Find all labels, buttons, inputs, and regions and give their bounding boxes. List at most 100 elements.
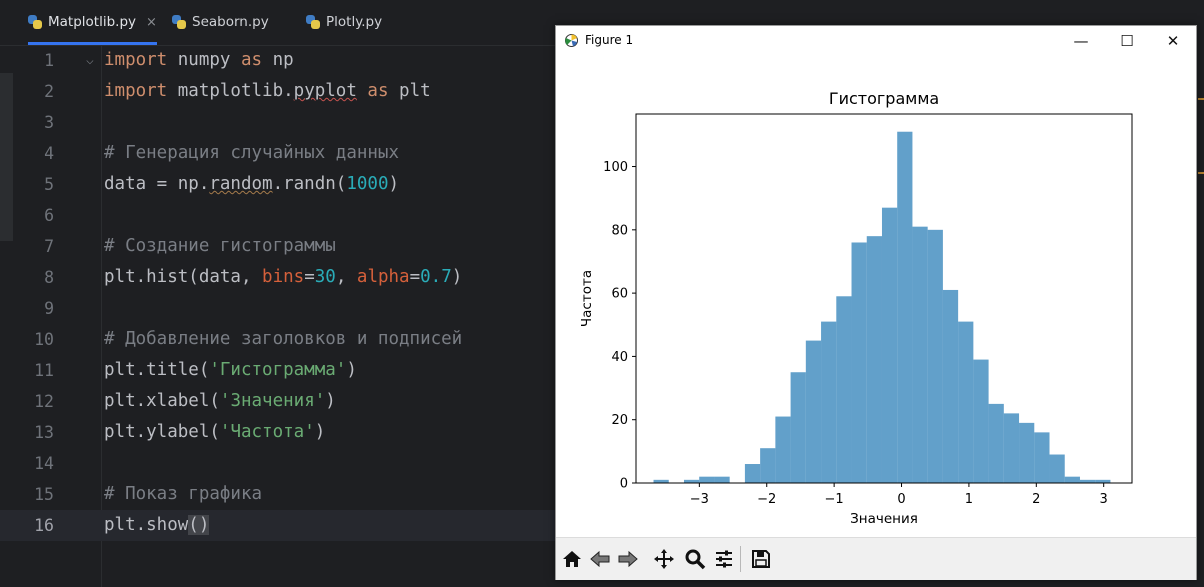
code-line[interactable]: 7 # Создание гистограммы [0,231,1204,262]
code-token: 'Гистограмма' [209,360,347,380]
code-token: # Показ графика [104,484,263,504]
line-number: 15 [34,485,54,504]
code-token: .randn( [272,174,347,194]
tab-plotly[interactable]: Plotly.py [306,0,382,44]
code-line[interactable]: 8 plt.hist(data, bins=30, alpha=0.7) [0,262,1204,293]
code-token: # Добавление заголовков и подписей [104,329,463,349]
y-tick-label: 20 [611,413,628,428]
histogram-bar [760,448,776,483]
code-line[interactable]: 10 # Добавление заголовков и подписей [0,324,1204,355]
line-number: 1 [44,51,54,70]
home-icon [563,551,581,567]
code-line[interactable]: 13 plt.ylabel('Частота') [0,417,1204,448]
code-token: random [209,174,273,194]
code-line[interactable]: 4 # Генерация случайных данных [0,138,1204,169]
histogram-bar [744,464,761,483]
tab-matplotlib[interactable]: Matplotlib.py × [28,0,157,45]
code-token: plt.show [104,515,189,535]
code-token [357,81,368,101]
y-tick-label: 80 [611,223,628,238]
maximize-button[interactable]: ☐ [1120,31,1134,50]
figure-titlebar[interactable]: Figure 1 — ☐ ✕ [556,26,1196,55]
line-number: 7 [44,237,54,256]
forward-button[interactable] [615,546,641,572]
code-token: bins [262,267,305,287]
code-token: ) [388,174,400,194]
line-number: 16 [34,516,54,535]
code-line[interactable]: 12 plt.xlabel('Значения') [0,386,1204,417]
histogram-bar [988,403,1004,483]
histogram-bar [1064,476,1080,483]
code-token: np [262,50,294,70]
code-token: 1000 [346,174,389,194]
histogram-bar [973,359,989,483]
code-text: import matplotlib.pyplot as plt [104,76,431,107]
plot-canvas[interactable]: −3 −2 −1 0 1 2 3 0 20 40 60 80 100 Гистограмма Знач… [556,55,1196,535]
code-token: ) [346,360,357,380]
histogram-bar [1049,454,1065,483]
toolbar-separator [740,546,741,572]
python-file-icon [28,15,42,29]
code-line[interactable]: 1 ⌵ import numpy as np [0,45,1204,76]
code-token: numpy [167,50,241,70]
y-tick-label: 0 [620,477,628,492]
line-number: 2 [44,82,54,101]
code-token: ) [325,391,336,411]
code-line[interactable]: 2 import matplotlib.pyplot as plt [0,76,1204,107]
tab-seaborn[interactable]: Seaborn.py [172,0,269,44]
y-tick-label: 60 [611,287,628,302]
code-line[interactable]: 14 [0,448,1204,479]
code-token: 'Частота' [219,422,315,442]
figure-title: Figure 1 [585,33,634,47]
editor-scrollbar[interactable] [1196,45,1204,587]
code-line[interactable]: 5 data = np.random.randn(1000) [0,169,1204,200]
code-line[interactable]: 11 plt.title('Гистограмма') [0,355,1204,386]
histogram-bar [1003,413,1020,483]
pan-button[interactable] [651,546,677,572]
warning-marker[interactable] [1198,98,1204,100]
configure-subplots-button[interactable] [711,546,737,572]
line-number: 8 [44,268,54,287]
x-tick-label: 0 [897,492,905,507]
axes-frame [635,113,1133,484]
close-window-button[interactable]: ✕ [1166,31,1180,50]
code-token: , [335,267,357,287]
histogram-chart: −3 −2 −1 0 1 2 3 0 20 40 60 80 100 Гистограмма Знач… [579,89,1133,527]
code-token: () [188,515,210,535]
fold-chevron-icon[interactable]: ⌵ [86,53,94,68]
gutter-change-marker [0,73,13,241]
code-token: as [240,50,263,70]
histogram-bar [653,479,669,483]
code-line[interactable]: 3 [0,107,1204,138]
code-line[interactable]: 9 [0,293,1204,324]
code-token: plt.xlabel( [104,391,220,411]
histogram-bar [1034,432,1050,483]
warning-marker[interactable] [1198,172,1204,174]
gutter-divider [101,45,102,587]
close-tab-icon[interactable]: × [146,14,157,30]
code-token: plt.title( [104,360,210,380]
back-button[interactable] [587,546,613,572]
code-token: 0.7 [420,267,452,287]
x-tick-label: −1 [825,492,844,507]
python-file-icon [172,15,186,29]
code-line[interactable]: 15 # Показ графика [0,479,1204,510]
code-token: import [104,50,168,70]
code-text: plt.hist(data, bins=30, alpha=0.7) [104,262,462,293]
histogram-bar [866,236,882,483]
zoom-button[interactable] [682,546,708,572]
histogram-bar [821,321,837,483]
code-text: data = np.random.randn(1000) [104,169,399,200]
forward-icon [618,550,638,568]
code-token: ) [314,422,326,442]
histogram-bar [912,226,928,483]
save-button[interactable] [748,546,774,572]
code-token: plt [388,81,431,101]
home-button[interactable] [559,546,585,572]
x-tick-label: −2 [757,492,776,507]
code-line[interactable]: 6 [0,200,1204,231]
figure-toolbar [556,537,1196,580]
y-tick-label: 100 [603,160,628,175]
line-number: 3 [44,113,54,132]
minimize-button[interactable]: — [1073,31,1089,50]
